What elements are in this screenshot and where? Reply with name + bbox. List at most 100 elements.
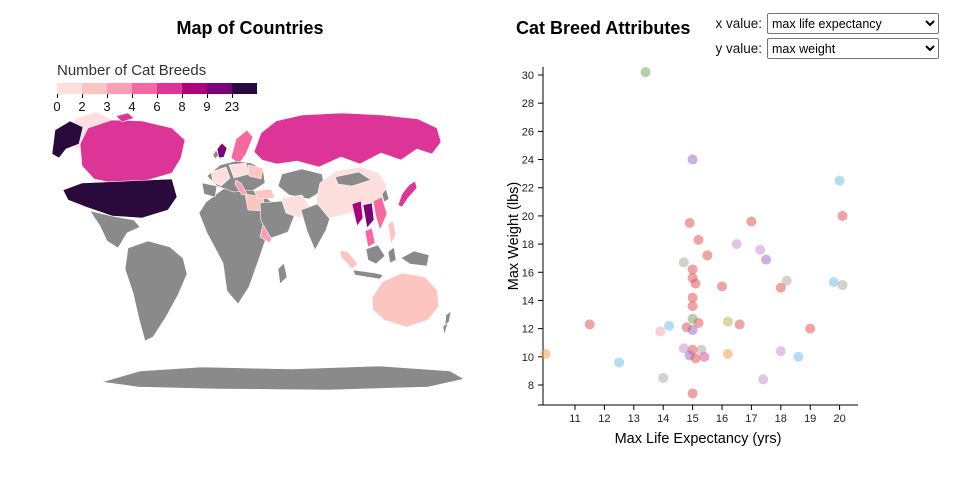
country-sulawesi: [387, 246, 397, 264]
y-tick-label: 22: [522, 183, 534, 195]
scatter-point: [678, 343, 689, 354]
country-australia: [371, 272, 440, 328]
y-tick-label: 16: [522, 267, 534, 279]
legend-tick-mark: [132, 94, 133, 98]
legend-tick-label: 4: [128, 99, 136, 114]
legend-tick-mark: [157, 94, 158, 98]
y-tick-label: 30: [522, 70, 534, 82]
y-value-row: y value: max weight: [707, 38, 939, 59]
scatter-point: [702, 250, 713, 261]
scatter-point: [687, 301, 698, 312]
country-thailand: [362, 202, 375, 229]
legend-tick-label: 3: [103, 99, 111, 114]
y-tick-label: 26: [522, 126, 534, 138]
scatter-point: [717, 281, 727, 292]
scatter-point: [690, 353, 701, 364]
y-tick-label: 18: [522, 239, 534, 251]
legend-segment: [57, 83, 82, 94]
country-vietnam: [372, 196, 388, 231]
scatter-point: [687, 325, 698, 336]
scatter-point: [693, 234, 704, 245]
map-title: Map of Countries: [176, 18, 324, 38]
x-axis-label: Max Life Expectancy (yrs): [615, 431, 782, 447]
country-canada: [79, 119, 186, 185]
x-tick-label: 20: [833, 413, 845, 425]
scatter-point: [614, 357, 625, 368]
x-tick-label: 18: [775, 413, 787, 425]
legend-title: Number of Cat Breeds: [57, 62, 207, 79]
scatter-point: [687, 154, 698, 165]
scatter-point: [687, 264, 698, 275]
scatter-point: [731, 239, 742, 250]
y-value-select[interactable]: max weight: [767, 38, 939, 59]
x-value-select[interactable]: max life expectancy: [767, 13, 939, 34]
axis-controls: x value: max life expectancy y value: ma…: [707, 13, 939, 63]
y-tick-label: 24: [522, 155, 534, 167]
legend-segment: [132, 83, 157, 94]
country-new-guinea: [400, 250, 430, 267]
country-myanmar: [351, 200, 364, 227]
country-new-zealand: [442, 310, 452, 336]
legend-tick-mark: [232, 94, 233, 98]
x-tick-label: 11: [569, 413, 580, 425]
map-legend: Number of Cat Breeds 0 2 3 4 6 8 9 23: [53, 62, 277, 114]
x-tick-label: 17: [745, 413, 757, 425]
x-value-row: x value: max life expectancy: [707, 13, 939, 34]
country-korea: [381, 188, 390, 203]
country-turkey: [253, 188, 276, 200]
country-sumatra: [339, 249, 359, 270]
legend-segment: [82, 83, 107, 94]
scatter-point: [655, 326, 666, 337]
x-tick-label: 16: [716, 413, 728, 425]
country-japan: [397, 180, 418, 208]
y-tick-label: 14: [522, 295, 534, 307]
country-russia: [253, 112, 442, 168]
legend-color-bar: [57, 83, 257, 94]
y-axis-label: Max Weight (lbs): [506, 182, 522, 291]
country-antarctica: [101, 365, 465, 391]
scatter-point: [761, 254, 772, 265]
scatter-point: [664, 320, 675, 331]
scatter-point: [775, 346, 786, 357]
scatter-point: [746, 216, 757, 227]
legend-segment: [232, 83, 257, 94]
country-mexico: [89, 210, 141, 249]
y-tick-label: 8: [528, 380, 534, 392]
scatter-point: [734, 319, 745, 330]
country-italy: [234, 179, 248, 196]
country-united-states: [62, 178, 178, 219]
y-tick-label: 20: [522, 211, 534, 223]
scatter-point: [837, 210, 848, 221]
scatter-plot: 11 12 13 14 15 16 17 18 19 20 8 10 12 14 16 18 20 22 24 26…: [506, 67, 858, 447]
country-south-america: [124, 240, 188, 342]
scatter-point: [540, 349, 551, 360]
country-alaska: [51, 120, 84, 159]
x-tick-label: 12: [598, 413, 610, 425]
legend-tick-mark: [182, 94, 183, 98]
country-philippines: [387, 220, 397, 245]
y-axis-ticks: 8 10 12 14 16 18 20 22 24 26 28 30: [522, 70, 543, 392]
legend-segment: [107, 83, 132, 94]
x-tick-label: 19: [804, 413, 816, 425]
x-value-label: x value:: [715, 16, 762, 31]
scatter-points: [540, 67, 848, 399]
legend-segment: [207, 83, 232, 94]
world-map: [51, 111, 465, 391]
legend-tick-mark: [107, 94, 108, 98]
legend-tick-label: 23: [224, 99, 240, 114]
y-tick-label: 12: [522, 324, 534, 336]
legend-ticks: [57, 94, 257, 98]
scatter-point: [722, 316, 733, 327]
scatter-point: [781, 275, 792, 286]
legend-tick-mark: [57, 94, 58, 98]
country-madagascar: [277, 262, 288, 285]
country-borneo: [365, 244, 386, 265]
scatter-point: [775, 282, 786, 293]
scatter-point: [699, 351, 710, 362]
legend-tick-label: 8: [178, 99, 186, 114]
legend-tick-label: 9: [203, 99, 211, 114]
x-axis-ticks: 11 12 13 14 15 16 17 18 19 20: [569, 405, 846, 425]
x-tick-label: 14: [657, 413, 669, 425]
country-united-kingdom: [216, 142, 228, 159]
